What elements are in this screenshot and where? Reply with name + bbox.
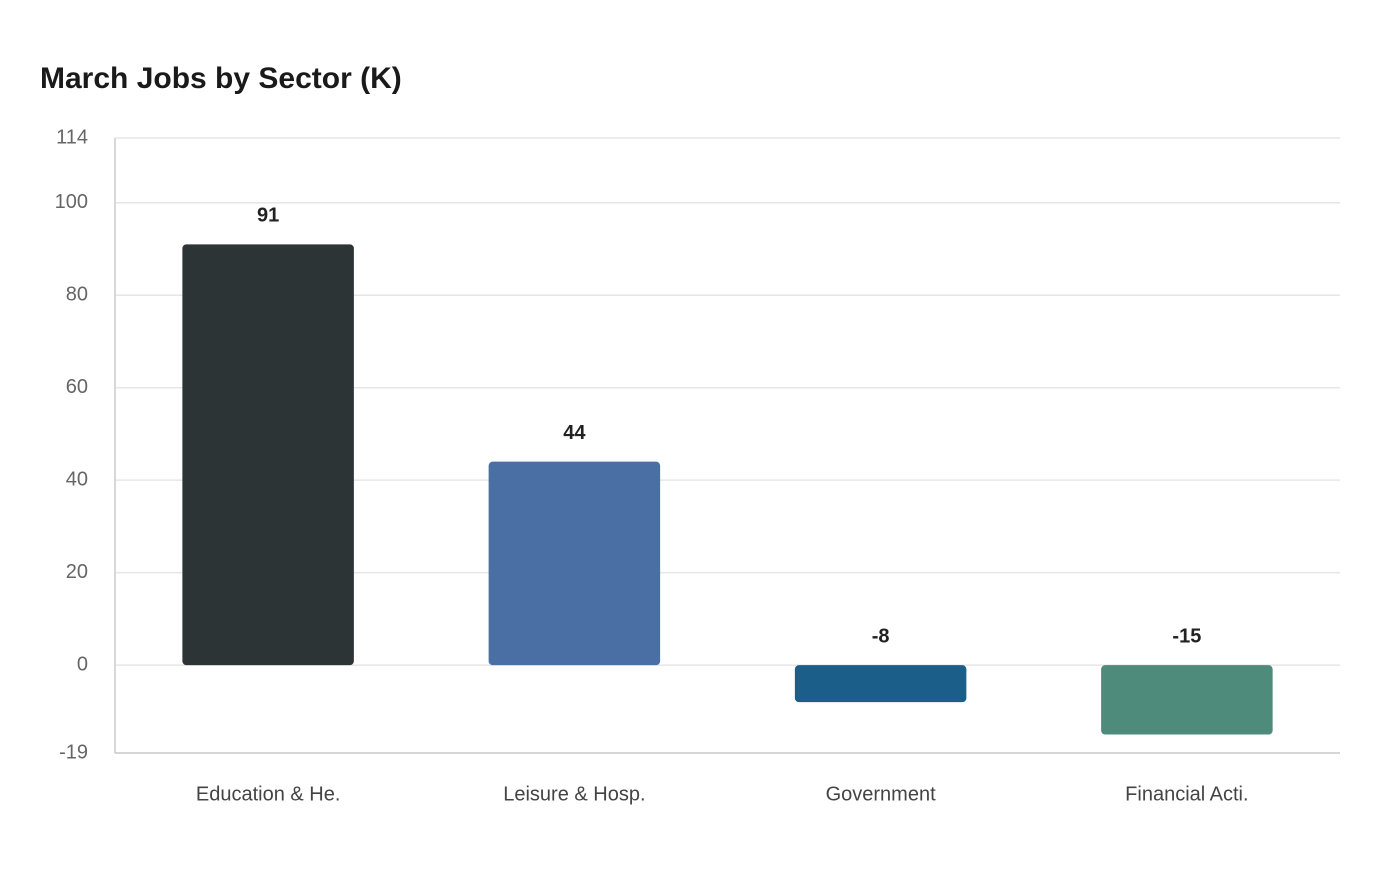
bar bbox=[488, 461, 661, 666]
y-tick-label: -19 bbox=[59, 741, 88, 763]
chart-title: March Jobs by Sector (K) bbox=[40, 62, 402, 95]
bar bbox=[794, 665, 967, 703]
y-tick-label: 100 bbox=[55, 191, 88, 213]
y-tick-label: 40 bbox=[66, 468, 88, 490]
y-tick-label: 0 bbox=[77, 653, 88, 675]
y-tick-label: 60 bbox=[66, 376, 88, 398]
y-tick-label: 20 bbox=[66, 561, 88, 583]
value-label: 91 bbox=[257, 205, 279, 227]
y-tick-label: 80 bbox=[66, 283, 88, 305]
x-tick-label: Education & He. bbox=[196, 783, 341, 805]
y-tick-label: 114 bbox=[56, 126, 88, 148]
x-tick-label: Financial Acti. bbox=[1125, 783, 1248, 805]
x-tick-label: Government bbox=[826, 783, 936, 805]
x-tick-label: Leisure & Hosp. bbox=[503, 783, 645, 805]
bar bbox=[182, 244, 354, 666]
value-label: -8 bbox=[872, 625, 890, 647]
value-label: -15 bbox=[1172, 625, 1201, 647]
bar bbox=[1101, 665, 1273, 735]
value-label: 44 bbox=[563, 422, 586, 444]
